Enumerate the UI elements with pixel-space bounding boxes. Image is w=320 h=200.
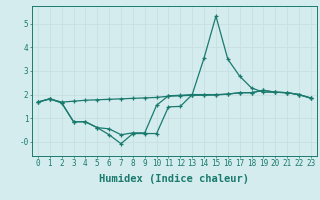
X-axis label: Humidex (Indice chaleur): Humidex (Indice chaleur) bbox=[100, 174, 249, 184]
